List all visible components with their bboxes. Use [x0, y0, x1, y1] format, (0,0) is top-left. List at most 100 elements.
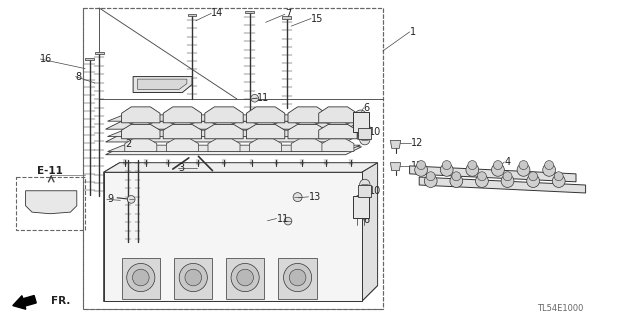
Polygon shape — [246, 124, 285, 139]
Circle shape — [360, 122, 370, 132]
Circle shape — [251, 94, 259, 102]
Circle shape — [517, 163, 530, 176]
Circle shape — [284, 217, 292, 225]
Polygon shape — [163, 124, 202, 139]
Polygon shape — [108, 130, 360, 137]
Text: TL54E1000: TL54E1000 — [537, 304, 583, 313]
Polygon shape — [163, 107, 202, 123]
Polygon shape — [104, 172, 362, 301]
Circle shape — [501, 174, 514, 188]
Text: 15: 15 — [311, 13, 323, 24]
Circle shape — [360, 192, 370, 202]
Circle shape — [185, 269, 202, 286]
Text: 1: 1 — [410, 27, 416, 37]
Polygon shape — [104, 163, 378, 172]
Polygon shape — [125, 139, 157, 152]
Polygon shape — [106, 134, 362, 142]
Circle shape — [252, 116, 260, 123]
Circle shape — [179, 263, 207, 292]
Text: 4: 4 — [504, 157, 511, 167]
Polygon shape — [95, 52, 104, 54]
Polygon shape — [166, 139, 198, 152]
Polygon shape — [282, 16, 291, 19]
Circle shape — [237, 269, 253, 286]
Circle shape — [519, 160, 528, 170]
Text: 16: 16 — [40, 54, 52, 64]
Polygon shape — [319, 107, 357, 123]
Circle shape — [554, 172, 563, 181]
Circle shape — [294, 116, 301, 123]
Circle shape — [468, 160, 477, 170]
Text: 10: 10 — [369, 127, 381, 137]
Text: FR.: FR. — [51, 296, 70, 307]
Polygon shape — [106, 147, 362, 155]
Polygon shape — [85, 58, 94, 60]
Text: 5: 5 — [525, 174, 531, 184]
Circle shape — [169, 116, 177, 123]
Circle shape — [230, 116, 237, 123]
Circle shape — [355, 110, 367, 122]
Circle shape — [426, 172, 435, 181]
Circle shape — [493, 160, 502, 170]
Text: 12: 12 — [411, 138, 423, 148]
Polygon shape — [390, 140, 401, 148]
Polygon shape — [358, 185, 371, 197]
Polygon shape — [410, 166, 576, 182]
Circle shape — [424, 174, 437, 188]
Circle shape — [231, 263, 259, 292]
Polygon shape — [122, 258, 160, 299]
Circle shape — [313, 116, 321, 123]
Text: 7: 7 — [285, 9, 291, 19]
Polygon shape — [322, 139, 354, 152]
Polygon shape — [291, 139, 323, 152]
Polygon shape — [245, 11, 254, 13]
Circle shape — [324, 116, 332, 123]
Circle shape — [543, 163, 556, 176]
Polygon shape — [226, 258, 264, 299]
Circle shape — [417, 160, 426, 170]
FancyArrow shape — [13, 295, 36, 309]
Circle shape — [344, 116, 351, 123]
Polygon shape — [353, 112, 369, 132]
Circle shape — [476, 174, 488, 188]
Polygon shape — [250, 139, 282, 152]
Circle shape — [127, 116, 135, 123]
Polygon shape — [319, 124, 357, 139]
Circle shape — [284, 263, 312, 292]
Circle shape — [545, 160, 554, 170]
Polygon shape — [104, 286, 378, 301]
Text: 9: 9 — [107, 194, 113, 204]
Polygon shape — [205, 107, 243, 123]
Polygon shape — [246, 107, 285, 123]
Circle shape — [355, 195, 367, 206]
Text: 10: 10 — [369, 186, 381, 197]
Polygon shape — [362, 163, 378, 301]
Circle shape — [450, 174, 463, 188]
Polygon shape — [205, 124, 243, 139]
Text: 8: 8 — [76, 71, 82, 82]
Circle shape — [147, 116, 154, 123]
Circle shape — [132, 269, 149, 286]
Circle shape — [360, 179, 370, 189]
Text: 11: 11 — [276, 213, 289, 224]
Text: 12: 12 — [411, 161, 423, 171]
Polygon shape — [106, 121, 362, 129]
Polygon shape — [174, 258, 212, 299]
Circle shape — [360, 135, 370, 145]
Polygon shape — [353, 196, 369, 218]
Text: 3: 3 — [178, 163, 184, 173]
Circle shape — [271, 116, 279, 123]
Circle shape — [440, 163, 453, 176]
Text: 13: 13 — [308, 192, 321, 202]
Circle shape — [466, 163, 479, 176]
Circle shape — [552, 174, 565, 188]
Polygon shape — [133, 77, 192, 93]
Polygon shape — [390, 163, 401, 171]
Circle shape — [442, 160, 451, 170]
Polygon shape — [122, 124, 160, 139]
Polygon shape — [288, 107, 326, 123]
Text: 14: 14 — [211, 8, 223, 19]
Text: 11: 11 — [257, 93, 269, 103]
Polygon shape — [104, 163, 120, 301]
Circle shape — [477, 172, 486, 181]
